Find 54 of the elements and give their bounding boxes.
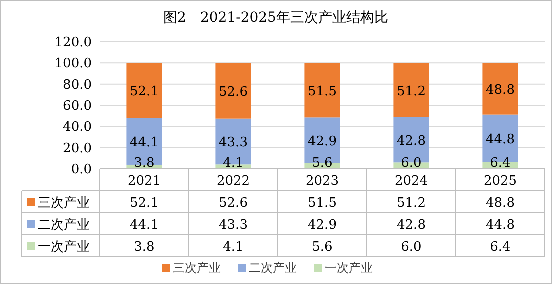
data-label: 4.1 xyxy=(223,240,244,255)
data-label: 43.3 xyxy=(219,218,248,233)
text: 48.8 xyxy=(486,82,515,98)
text: 52.1 xyxy=(130,84,159,100)
text: 51.2 xyxy=(397,84,426,100)
chart-title: 图2 2021-2025年三次产业结构比 xyxy=(164,10,388,26)
text: 三次产业 xyxy=(173,261,221,275)
y-tick-label: 120.0 xyxy=(54,36,92,50)
y-tick-label: 20.0 xyxy=(63,141,92,156)
text: 52.6 xyxy=(219,85,248,100)
data-label: 42.9 xyxy=(308,218,337,233)
bar xyxy=(394,63,430,118)
data-label: 44.1 xyxy=(130,218,159,233)
text: 3.8 xyxy=(134,156,155,171)
y-tick-label: 100.0 xyxy=(54,56,92,72)
data-label: 51.5 xyxy=(308,196,337,211)
text: 44.1 xyxy=(130,136,159,151)
legend-label: 一次产业 xyxy=(38,240,90,255)
bar xyxy=(126,63,162,118)
text: 4.1 xyxy=(223,156,244,171)
text: 44.8 xyxy=(486,132,515,148)
data-label: 44.8 xyxy=(486,218,515,233)
data-label: 52.1 xyxy=(130,196,159,211)
legend-label: 二次产业 xyxy=(38,218,90,233)
data-label: 5.6 xyxy=(312,240,333,255)
x-tick-label: 2023 xyxy=(306,174,340,189)
legend-label: 三次产业 xyxy=(38,196,90,211)
text: 6.0 xyxy=(401,156,422,171)
data-label: 6.0 xyxy=(401,240,422,255)
text: 5.6 xyxy=(312,156,333,171)
text: 51.5 xyxy=(308,84,337,100)
text: 42.8 xyxy=(397,134,426,149)
x-tick-label: 2021 xyxy=(128,174,162,189)
bar xyxy=(304,63,340,118)
data-label: 3.8 xyxy=(134,240,155,255)
text: 一次产业 xyxy=(325,261,373,275)
data-label: 6.4 xyxy=(490,240,511,255)
bar xyxy=(482,63,518,115)
x-tick-label: 2024 xyxy=(394,174,428,189)
data-label: 48.8 xyxy=(486,196,515,211)
x-tick-label: 2025 xyxy=(484,174,518,189)
text: 43.3 xyxy=(219,136,248,151)
data-label: 42.8 xyxy=(397,218,426,233)
y-tick-label: 40.0 xyxy=(63,120,92,136)
y-tick-label: 60.0 xyxy=(63,99,92,114)
text: 42.9 xyxy=(308,134,337,150)
text: 二次产业 xyxy=(249,261,297,275)
text: 6.4 xyxy=(490,156,511,171)
y-tick-label: 0.0 xyxy=(71,162,92,178)
data-label: 52.6 xyxy=(219,196,248,211)
x-tick-label: 2022 xyxy=(216,174,250,189)
bar xyxy=(216,63,252,119)
data-label: 51.2 xyxy=(397,196,426,211)
y-tick-label: 80.0 xyxy=(63,78,92,93)
